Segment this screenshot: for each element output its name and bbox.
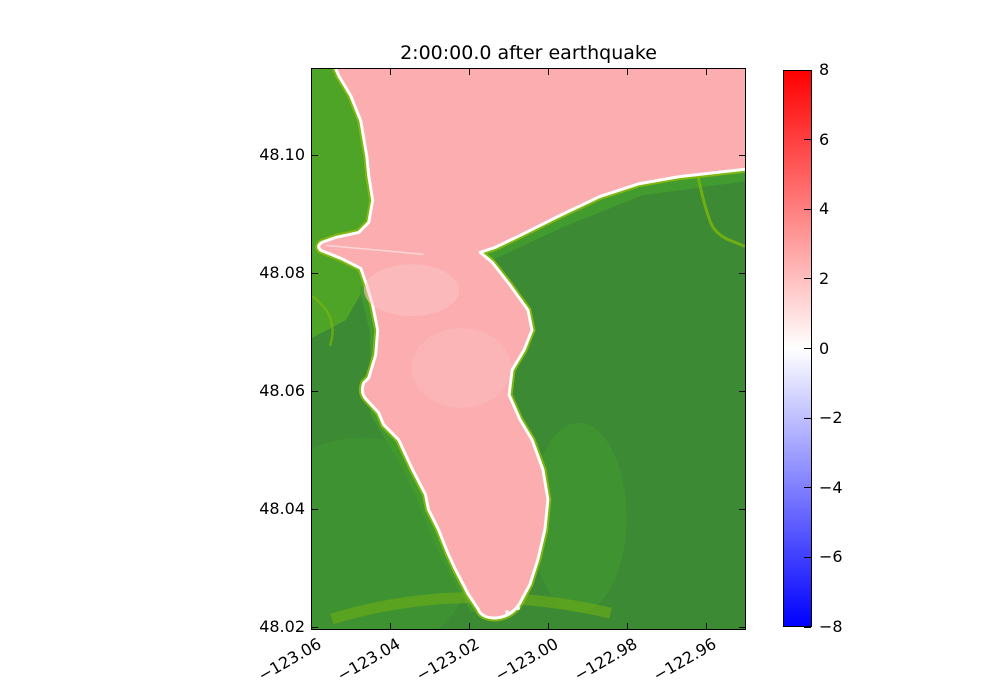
x-tick-label: −123.04: [333, 634, 404, 686]
tip-shoal-2: [516, 606, 521, 611]
colorbar-tick: [804, 487, 811, 489]
tip-shoal-1: [505, 610, 510, 615]
water-region: [317, 69, 745, 620]
y-tick-right: [739, 390, 745, 392]
x-tick-top: [468, 69, 470, 75]
y-tick-left: [312, 390, 318, 392]
stream-east: [695, 171, 745, 248]
y-tick-left: [312, 272, 318, 274]
x-tick-label: −122.96: [649, 634, 720, 686]
colorbar-tick: [804, 69, 811, 71]
y-tick-left: [312, 154, 318, 156]
stream-west: [312, 295, 334, 347]
x-tick-label: −123.06: [254, 634, 325, 686]
y-tick-right: [739, 272, 745, 274]
y-tick-label: 48.06: [259, 381, 305, 400]
x-tick-top: [705, 69, 707, 75]
map-canvas: [312, 69, 745, 629]
y-tick-right: [739, 508, 745, 510]
x-tick-bottom: [389, 623, 391, 629]
x-tick-bottom: [468, 623, 470, 629]
x-tick-bottom: [626, 623, 628, 629]
x-tick-label: −123.00: [491, 634, 562, 686]
x-tick-bottom: [547, 623, 549, 629]
y-tick-right: [739, 626, 745, 628]
plot-area: [311, 68, 746, 630]
colorbar-tick-label: 4: [819, 199, 830, 219]
x-tick-label: −122.98: [570, 634, 641, 686]
water-pale-patch-1: [363, 264, 460, 317]
colorbar-tick-label: 8: [819, 60, 830, 79]
colorbar-tick: [804, 348, 811, 349]
x-tick-top: [626, 69, 628, 75]
colorbar-tick: [804, 556, 811, 558]
colorbar-tick: [804, 278, 811, 280]
y-tick-left: [312, 626, 318, 628]
y-tick-label: 48.04: [259, 499, 305, 518]
colorbar-tick-label: −6: [819, 547, 843, 567]
colorbar-tick-label: −2: [819, 408, 843, 428]
land-patch-east-of-bay: [530, 422, 627, 613]
x-tick-label: −123.02: [412, 634, 483, 686]
colorbar-tick: [804, 139, 811, 141]
y-tick-label: 48.10: [259, 145, 305, 164]
colorbar-tick: [804, 208, 811, 210]
colorbar-tick-label: 2: [819, 268, 830, 288]
sand-spit: [325, 244, 424, 256]
y-tick-label: 48.02: [259, 617, 305, 636]
water-pale-patch-2: [411, 328, 512, 408]
x-tick-bottom: [310, 623, 312, 629]
x-tick-bottom: [705, 623, 707, 629]
chart-title: 2:00:00.0 after earthquake: [400, 42, 657, 64]
x-tick-top: [310, 69, 312, 75]
colorbar-tick: [804, 417, 811, 419]
x-tick-top: [389, 69, 391, 75]
colorbar-tick-label: −4: [819, 477, 843, 497]
y-tick-left: [312, 508, 318, 510]
colorbar-tick-label: −8: [819, 617, 843, 636]
colorbar-tick: [804, 626, 811, 628]
y-tick-right: [739, 154, 745, 156]
lowland-swath: [330, 592, 612, 625]
x-tick-top: [547, 69, 549, 75]
y-tick-label: 48.08: [259, 263, 305, 282]
colorbar-tick-label: 0: [819, 338, 830, 358]
colorbar-tick-label: 6: [819, 129, 830, 149]
